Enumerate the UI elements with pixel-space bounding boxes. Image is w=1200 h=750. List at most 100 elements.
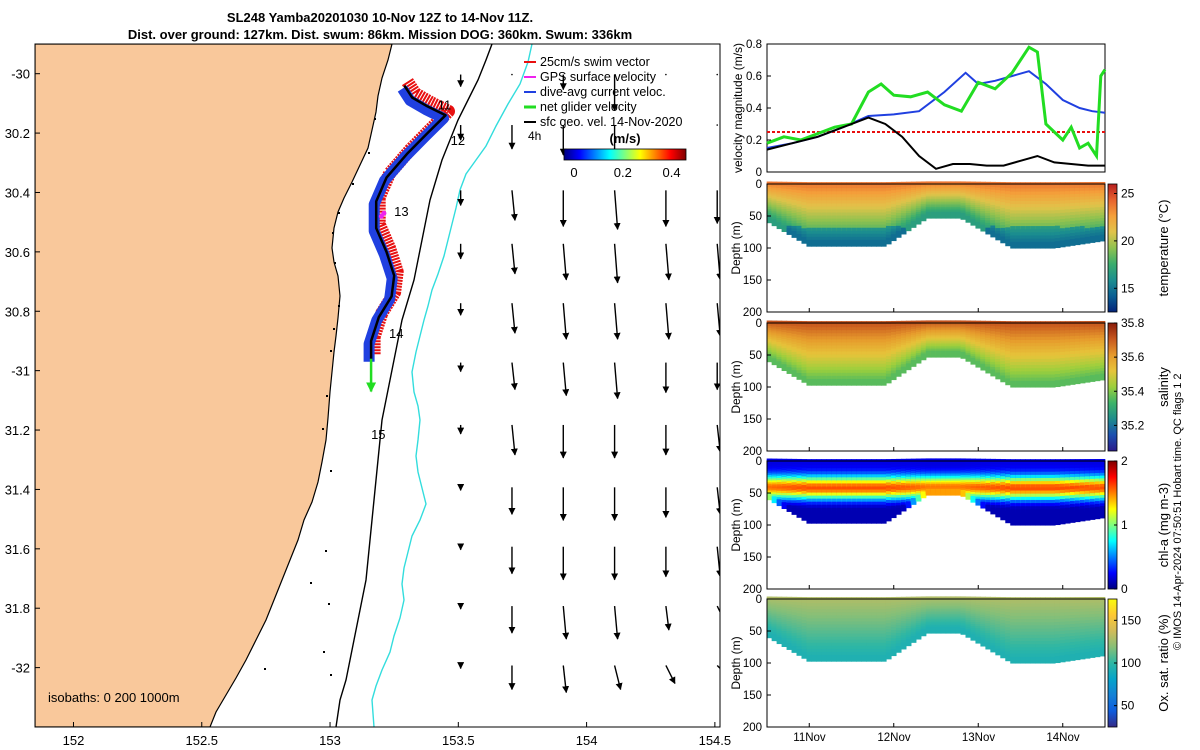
section-cell [1074,238,1081,246]
section-colorbar-label: salinity [1156,367,1171,407]
section-cell [1074,515,1081,523]
section-y-tick-label: 50 [749,350,762,362]
section-cell [1084,375,1091,383]
section-cell [841,654,847,662]
map-y-tick-label: 31.4 [5,482,30,497]
current-vector [665,73,667,76]
section-cell [836,654,842,662]
section-cell [960,489,967,497]
section-cell [791,508,798,515]
day-label: 15 [371,427,385,442]
current-vector [510,362,518,391]
section-cell [1054,241,1061,249]
section-cell [1059,517,1066,525]
section-cell [861,516,867,524]
velocity-series-line [766,45,1107,161]
section-cell [900,366,907,374]
section-cell [1079,237,1086,245]
section-y-tick-label: 200 [743,446,762,458]
section-y-tick-label: 0 [756,456,762,468]
section-cell [861,239,867,247]
isobath-1000m [371,44,533,727]
map-frame [34,43,721,728]
section-cell [1035,518,1041,526]
island-dot [338,305,340,307]
section-cell [1010,241,1016,249]
section-cell [970,357,977,365]
section-cell [885,652,892,660]
section-cell [975,221,982,229]
coastline-land [35,44,393,727]
section-cell [940,488,947,496]
section-cell [831,654,837,662]
section-cell [821,654,827,662]
section-cell [836,516,842,524]
map-y-tick-label: 30.4 [5,185,30,200]
section-cell [900,642,907,650]
section-cell [930,350,937,358]
section-cell [1000,513,1006,521]
island-dot [332,232,334,234]
island-dot [322,428,324,430]
section-cell [1069,516,1076,523]
section-cell [925,350,932,358]
section-colorbar-tick-label: 2 [1121,454,1128,468]
section-colorbar-tick-label: 35.6 [1121,350,1145,364]
island-dot [330,674,332,676]
colorbar-label: (m/s) [609,131,640,146]
section-colorbar-label: temperature (°C) [1156,200,1171,297]
section-cell [990,230,996,238]
section-cell [781,225,788,232]
section-cell [776,637,783,645]
section-cell [796,649,803,656]
section-cell [1035,380,1041,388]
current-vector [510,424,518,456]
map-x-axis: 152 152.5 153 153.5 154 154.5 [63,722,731,748]
isobaths-label: isobaths: 0 200 1000m [48,690,180,705]
velocity-y-tick-label: 0.6 [746,71,762,83]
section-cell [925,488,932,496]
section-cell [821,516,827,524]
section-colorbar [1107,183,1118,313]
section-cell [900,227,907,235]
current-vector [562,665,570,694]
section-cell [960,212,967,220]
section-cell [786,228,793,235]
island-dot [333,328,335,330]
section-y-axis-label: Depth (m) [729,360,743,413]
section-cell [821,239,827,247]
map-x-tick-label: 152.5 [185,733,218,748]
map-y-axis: -3030.230.430.630.8-3131.231.431.631.8-3… [5,67,40,676]
section-cell [846,239,852,247]
section-cell [801,375,808,383]
section-cell [890,649,897,657]
section-cell [920,353,927,361]
section-cell [831,239,837,247]
map-y-tick-label: 30.6 [5,245,30,260]
section-cell [786,367,793,374]
section-colorbar-tick-label: 35.4 [1121,384,1145,398]
section-cell [871,239,877,247]
section-cell [1035,241,1041,249]
section-colorbar-tick-label: 1 [1121,518,1128,532]
section-cell [905,639,912,647]
section-cell [1040,380,1046,388]
island-dot [323,651,325,653]
section-cell [1010,518,1016,526]
section-cell [1015,241,1021,249]
section-colorbar [1107,322,1118,452]
section-colorbar-tick-label: 35.8 [1121,316,1145,330]
section-cell [920,491,927,499]
section-cell [816,378,822,386]
section-cell [876,239,882,247]
section-cell [856,654,862,662]
island-dot [325,550,327,552]
section-cell [771,634,778,642]
section-cell [1020,241,1026,249]
current-vector [562,606,570,640]
island-dot [374,118,376,120]
section-cell [910,636,917,643]
section-cell [915,217,922,225]
